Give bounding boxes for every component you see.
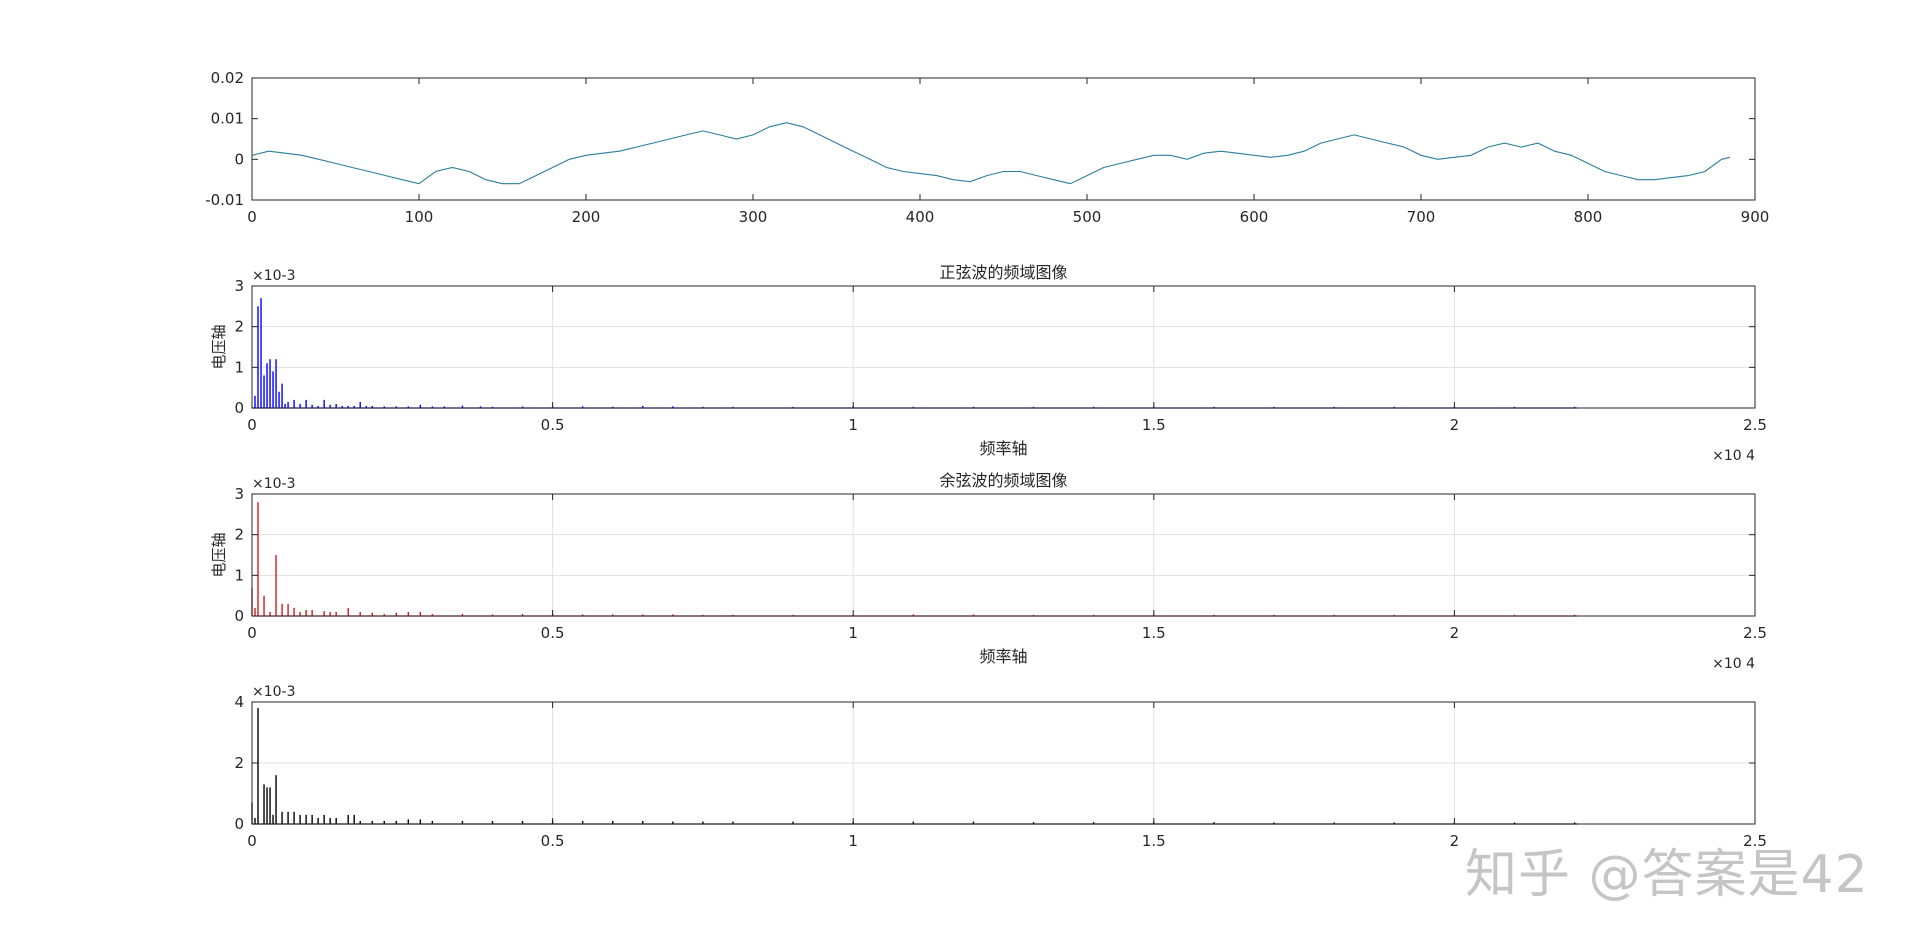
plot3-y-exponent-label: ×10-3 bbox=[252, 476, 296, 492]
plot3-x-exponent-label: ×10 4 bbox=[1712, 656, 1755, 672]
plot1-ytick-label-3: 0.02 bbox=[211, 69, 244, 87]
plot4-xtick-label-5: 2.5 bbox=[1743, 832, 1767, 850]
plot2-x-exponent-label: ×10 4 bbox=[1712, 448, 1755, 464]
plot3-xtick-label-0: 0 bbox=[247, 624, 257, 642]
plot3-axes-background bbox=[252, 494, 1755, 616]
plot3-title: 余弦波的频域图像 bbox=[939, 471, 1067, 490]
plot4-xtick-label-4: 2 bbox=[1450, 832, 1460, 850]
plot2-xtick-label-5: 2.5 bbox=[1743, 416, 1767, 434]
plot3-xtick-label-2: 1 bbox=[848, 624, 858, 642]
plot4-ytick-label-2: 4 bbox=[234, 693, 244, 711]
plot2-axes-frame bbox=[251, 285, 1756, 409]
plot3-ytick-label-2: 2 bbox=[234, 526, 244, 544]
plot3-ytick-label-1: 1 bbox=[234, 566, 244, 584]
plot4-xtick-label-1: 0.5 bbox=[541, 832, 565, 850]
plot1-axes-background bbox=[252, 78, 1755, 200]
plot3-xtick-label-3: 1.5 bbox=[1142, 624, 1166, 642]
plot2-xtick-label-1: 0.5 bbox=[541, 416, 565, 434]
plot2-xlabel: 频率轴 bbox=[979, 439, 1027, 458]
plot1-xtick-label-0: 0 bbox=[247, 208, 257, 226]
plot1-xtick-label-5: 500 bbox=[1073, 208, 1102, 226]
plot2-xtick-label-3: 1.5 bbox=[1142, 416, 1166, 434]
plot4-ytick-label-0: 0 bbox=[234, 815, 244, 833]
plot1-series-line-0 bbox=[251, 122, 1731, 185]
plot2-xtick-label-4: 2 bbox=[1450, 416, 1460, 434]
plot1-xtick-label-8: 800 bbox=[1574, 208, 1603, 226]
plot2-ylabel: 电压轴 bbox=[210, 324, 228, 369]
plot2-xtick-label-2: 1 bbox=[848, 416, 858, 434]
plot1-xtick-label-9: 900 bbox=[1741, 208, 1770, 226]
plot1-xtick-label-7: 700 bbox=[1407, 208, 1436, 226]
plot4-xtick-label-2: 1 bbox=[848, 832, 858, 850]
plot3-ylabel: 电压轴 bbox=[210, 532, 228, 577]
plot3-xtick-label-4: 2 bbox=[1450, 624, 1460, 642]
plot3-xtick-label-1: 0.5 bbox=[541, 624, 565, 642]
plot1-ytick-label-0: -0.01 bbox=[205, 191, 244, 209]
plot1-axes-frame bbox=[251, 77, 1756, 201]
plot3-ytick-label-0: 0 bbox=[234, 607, 244, 625]
plot1-xtick-label-2: 200 bbox=[572, 208, 601, 226]
plot2-ytick-label-3: 3 bbox=[234, 277, 244, 295]
plot2-y-exponent-label: ×10-3 bbox=[252, 268, 296, 284]
plot2-title: 正弦波的频域图像 bbox=[939, 263, 1067, 282]
plot1-xtick-label-3: 300 bbox=[739, 208, 768, 226]
plot3-xlabel: 频率轴 bbox=[979, 647, 1027, 666]
plot3-axes-frame bbox=[251, 493, 1756, 617]
plot4-y-exponent-label: ×10-3 bbox=[252, 684, 296, 700]
plot4-xtick-label-0: 0 bbox=[247, 832, 257, 850]
plot1-ytick-label-1: 0 bbox=[234, 150, 244, 168]
plot1-ytick-label-2: 0.01 bbox=[211, 110, 244, 128]
plot3-ytick-label-3: 3 bbox=[234, 485, 244, 503]
plot2-ytick-label-0: 0 bbox=[234, 399, 244, 417]
plot1-xtick-label-6: 600 bbox=[1240, 208, 1269, 226]
plot4-ytick-label-1: 2 bbox=[234, 754, 244, 772]
plot2-axes-background bbox=[252, 286, 1755, 408]
plot2-ytick-label-1: 1 bbox=[234, 358, 244, 376]
plot1-xtick-label-1: 100 bbox=[405, 208, 434, 226]
plot1-xtick-label-4: 400 bbox=[906, 208, 935, 226]
plot2-xtick-label-0: 0 bbox=[247, 416, 257, 434]
plot2-ytick-label-2: 2 bbox=[234, 318, 244, 336]
plot3-xtick-label-5: 2.5 bbox=[1743, 624, 1767, 642]
plot4-xtick-label-3: 1.5 bbox=[1142, 832, 1166, 850]
